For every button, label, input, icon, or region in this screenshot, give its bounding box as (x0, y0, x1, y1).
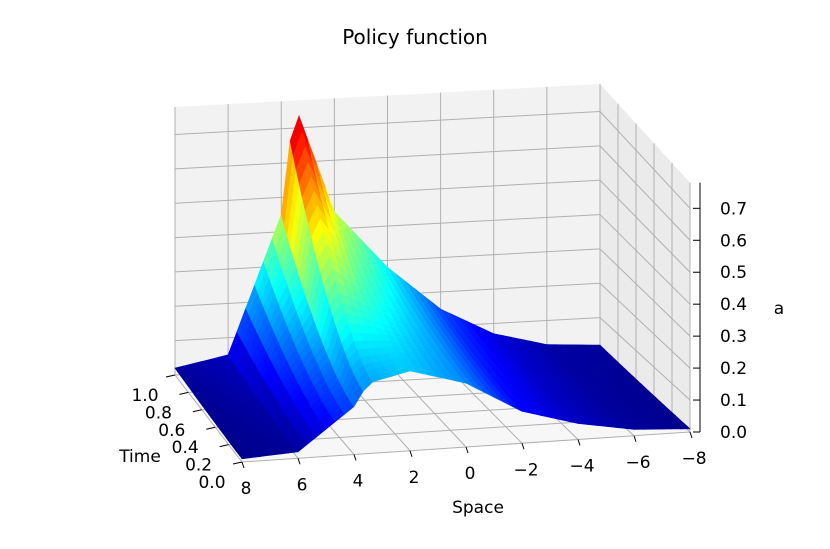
side-pane-grid (599, 84, 691, 433)
y-tick-label: 0.6 (158, 421, 185, 441)
side-grid-hline (599, 317, 691, 401)
y-tick-label: 0.2 (185, 456, 212, 476)
side-grid-hline (599, 145, 691, 241)
z-tick-label: 0.7 (720, 199, 747, 219)
x-tick-label: 0 (465, 464, 476, 484)
x-tick-label: −6 (625, 453, 650, 473)
side-grid-hline (599, 214, 691, 305)
x-tick-mark (465, 446, 469, 454)
y-tick-label: 0.0 (198, 473, 225, 493)
a-axis-ticks: 0.0 0.1 0.2 0.3 0.4 0.5 0.6 0.7 (693, 182, 747, 443)
side-grid-hline (599, 248, 691, 337)
floor-grid-line (174, 374, 243, 463)
x-tick-label: −4 (569, 457, 594, 477)
y-tick-mark (232, 461, 243, 465)
policy-surface (174, 114, 691, 460)
x-tick-mark (241, 461, 245, 469)
side-grid-hline (599, 179, 691, 273)
back-grid-hline (174, 179, 601, 204)
x-tick-mark (353, 454, 357, 461)
x-tick-label: −8 (681, 449, 706, 469)
x-tick-label: 6 (297, 475, 308, 495)
z-tick-label: 0.4 (720, 295, 747, 315)
y-tick-mark (165, 374, 176, 378)
y-tick-mark (192, 409, 202, 413)
x-tick-mark (633, 435, 637, 442)
z-tick-label: 0.2 (720, 359, 747, 379)
back-grid-hline (174, 145, 601, 170)
side-grid-hline (599, 282, 691, 369)
z-tick-label: 0.5 (720, 263, 747, 283)
side-grid-hline (599, 111, 691, 209)
x-axis-label: Space (452, 498, 504, 518)
side-pane (600, 84, 690, 432)
surface-patch (676, 425, 691, 430)
y-tick-label: 0.4 (172, 438, 199, 458)
back-grid-hline (174, 214, 601, 239)
space-axis-ticks: 8 6 4 2 0 −2 −4 −6 −8 (241, 431, 707, 499)
y-tick-label: 0.8 (145, 403, 172, 423)
x-tick-mark (297, 458, 301, 465)
z-tick-label: 0.3 (720, 327, 747, 347)
y-tick-mark (206, 426, 216, 430)
y-tick-mark (179, 391, 189, 395)
time-axis-ticks: 0.00.20.40.60.81.0 (131, 374, 243, 493)
z-axis-label: a (774, 299, 784, 319)
back-grid-hline (174, 110, 601, 135)
x-tick-mark (577, 439, 581, 446)
z-tick-label: 0.1 (720, 391, 747, 411)
back-grid-hline (174, 248, 601, 273)
x-tick-label: 8 (241, 479, 252, 499)
x-tick-mark (689, 431, 693, 439)
y-tick-mark (219, 444, 229, 448)
y-axis-label: Time (118, 447, 161, 467)
z-tick-label: 0.0 (720, 423, 747, 443)
y-tick-label: 1.0 (131, 386, 158, 406)
x-tick-label: 2 (409, 468, 420, 488)
x-tick-label: −2 (513, 460, 538, 480)
chart-title: Policy function (342, 25, 488, 49)
z-tick-label: 0.6 (720, 231, 747, 251)
x-tick-label: 4 (353, 472, 364, 492)
floor-grid-line (387, 363, 467, 448)
x-tick-mark (409, 450, 413, 457)
x-tick-mark (521, 443, 525, 450)
